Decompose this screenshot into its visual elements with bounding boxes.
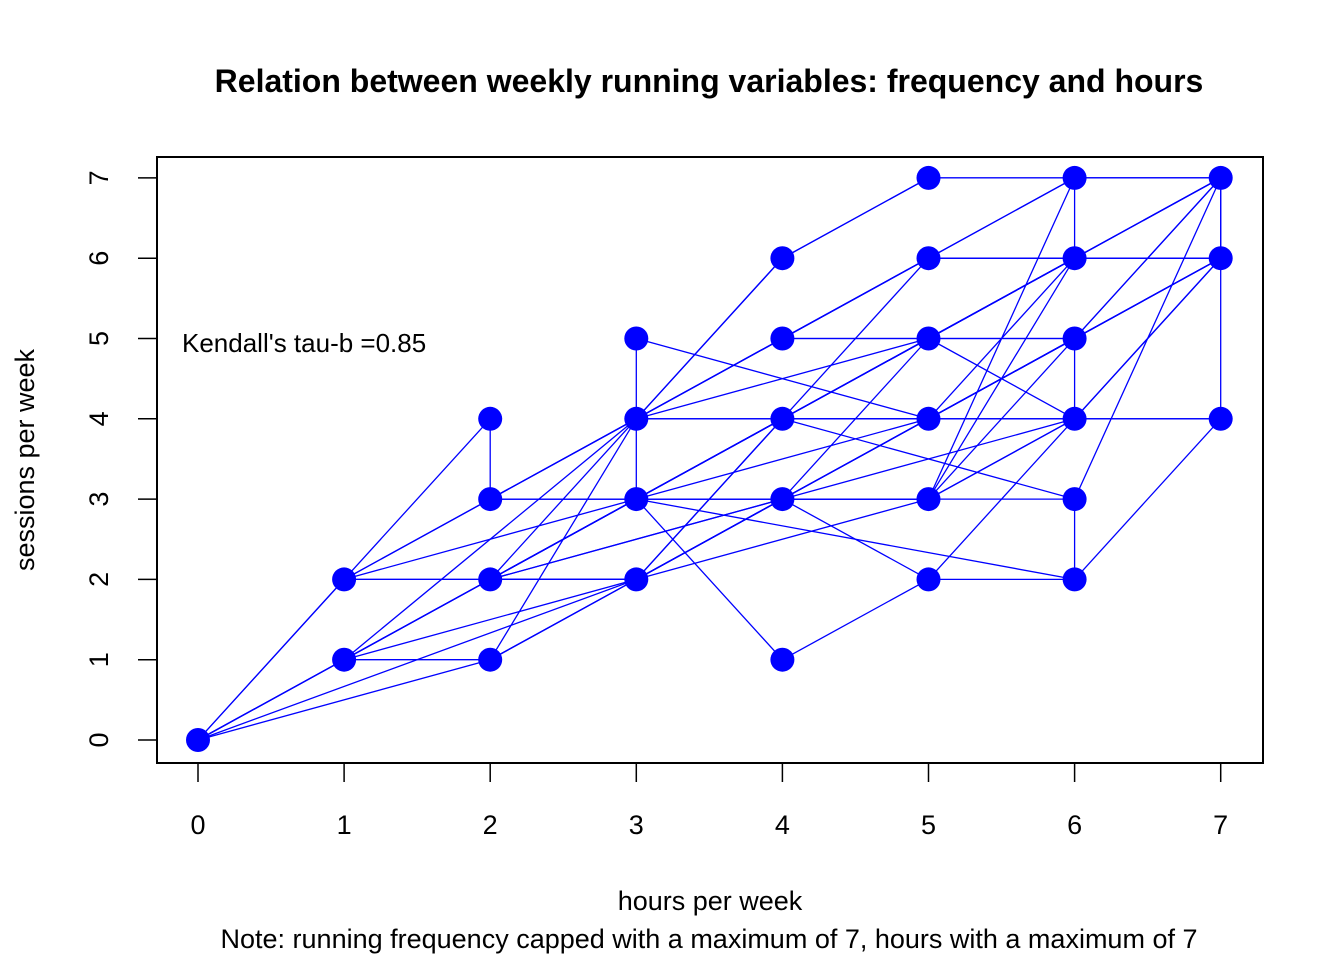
x-tick-label: 3 — [629, 810, 644, 840]
y-tick-label: 0 — [84, 732, 114, 747]
connecting-line — [197, 578, 345, 741]
data-point — [332, 647, 357, 672]
data-point — [1062, 165, 1087, 190]
connecting-line — [1074, 177, 1222, 500]
connecting-line — [928, 257, 1075, 340]
data-point — [770, 246, 795, 271]
x-tick-label: 1 — [337, 810, 352, 840]
data-point — [916, 246, 941, 271]
data-point — [332, 567, 357, 592]
connecting-line — [1074, 177, 1222, 339]
data-point — [770, 647, 795, 672]
y-tick-label: 5 — [84, 331, 114, 346]
data-point — [1062, 326, 1087, 351]
data-point — [770, 326, 795, 351]
connecting-line — [197, 659, 491, 741]
x-tick-label: 6 — [1067, 810, 1082, 840]
connecting-line — [635, 257, 783, 420]
footnote: Note: running frequency capped with a ma… — [221, 924, 1198, 954]
y-tick-label: 7 — [84, 170, 114, 185]
x-tick-label: 2 — [483, 810, 498, 840]
data-point — [478, 406, 503, 431]
connecting-line — [636, 498, 1075, 581]
data-point — [478, 567, 503, 592]
data-point — [624, 326, 649, 351]
data-point — [916, 406, 941, 431]
y-tick-label: 1 — [84, 652, 114, 667]
y-tick-label: 3 — [84, 492, 114, 507]
connecting-line — [781, 338, 929, 500]
connecting-line — [928, 418, 1076, 580]
connecting-line — [490, 498, 783, 581]
data-points — [186, 165, 1233, 752]
data-point — [1208, 406, 1233, 431]
connecting-line — [928, 418, 1075, 500]
data-point — [624, 406, 649, 431]
data-point — [916, 326, 941, 351]
connecting-line — [343, 498, 637, 581]
x-tick-label: 7 — [1213, 810, 1228, 840]
kendall-annotation: Kendall's tau-b =0.85 — [182, 328, 426, 358]
connecting-line — [782, 177, 929, 259]
data-point — [186, 728, 210, 752]
data-point — [1062, 246, 1087, 271]
connecting-line — [927, 257, 1076, 500]
data-point — [624, 567, 649, 592]
data-point — [916, 487, 941, 512]
data-point — [1062, 406, 1087, 431]
data-point — [1062, 487, 1087, 512]
connecting-line — [343, 578, 637, 661]
y-tick-label: 6 — [84, 251, 114, 266]
data-point — [1062, 567, 1087, 592]
data-point — [624, 487, 649, 512]
connecting-line — [343, 498, 491, 580]
data-point — [1208, 165, 1233, 190]
data-point — [916, 165, 941, 190]
x-tick-label: 0 — [190, 810, 205, 840]
connecting-line — [782, 418, 1075, 500]
connecting-line — [636, 418, 929, 500]
data-point — [770, 487, 795, 512]
y-tick-label: 2 — [84, 572, 114, 587]
plot-frame — [156, 156, 1264, 764]
connecting-line — [782, 578, 929, 661]
connecting-line — [343, 418, 491, 580]
x-axis: 0 1 2 3 4 5 6 7 — [190, 762, 1228, 840]
data-point — [916, 567, 941, 592]
y-tick-label: 4 — [84, 411, 114, 426]
connecting-line — [1074, 418, 1222, 580]
x-tick-label: 4 — [775, 810, 790, 840]
x-axis-title: hours per week — [618, 886, 803, 916]
data-point — [1208, 246, 1233, 271]
chart-title: Relation between weekly running variable… — [215, 63, 1204, 99]
connecting-line — [635, 498, 783, 661]
data-point — [478, 647, 503, 672]
data-point — [478, 487, 503, 512]
connecting-line — [927, 177, 1076, 500]
data-point — [770, 406, 795, 431]
x-tick-label: 5 — [921, 810, 936, 840]
connecting-line — [636, 337, 929, 420]
y-axis-title: sessions per week — [10, 348, 40, 571]
y-axis: 0 1 2 3 4 5 6 7 — [84, 170, 158, 748]
connecting-line — [489, 498, 637, 580]
connecting-line — [636, 498, 929, 581]
